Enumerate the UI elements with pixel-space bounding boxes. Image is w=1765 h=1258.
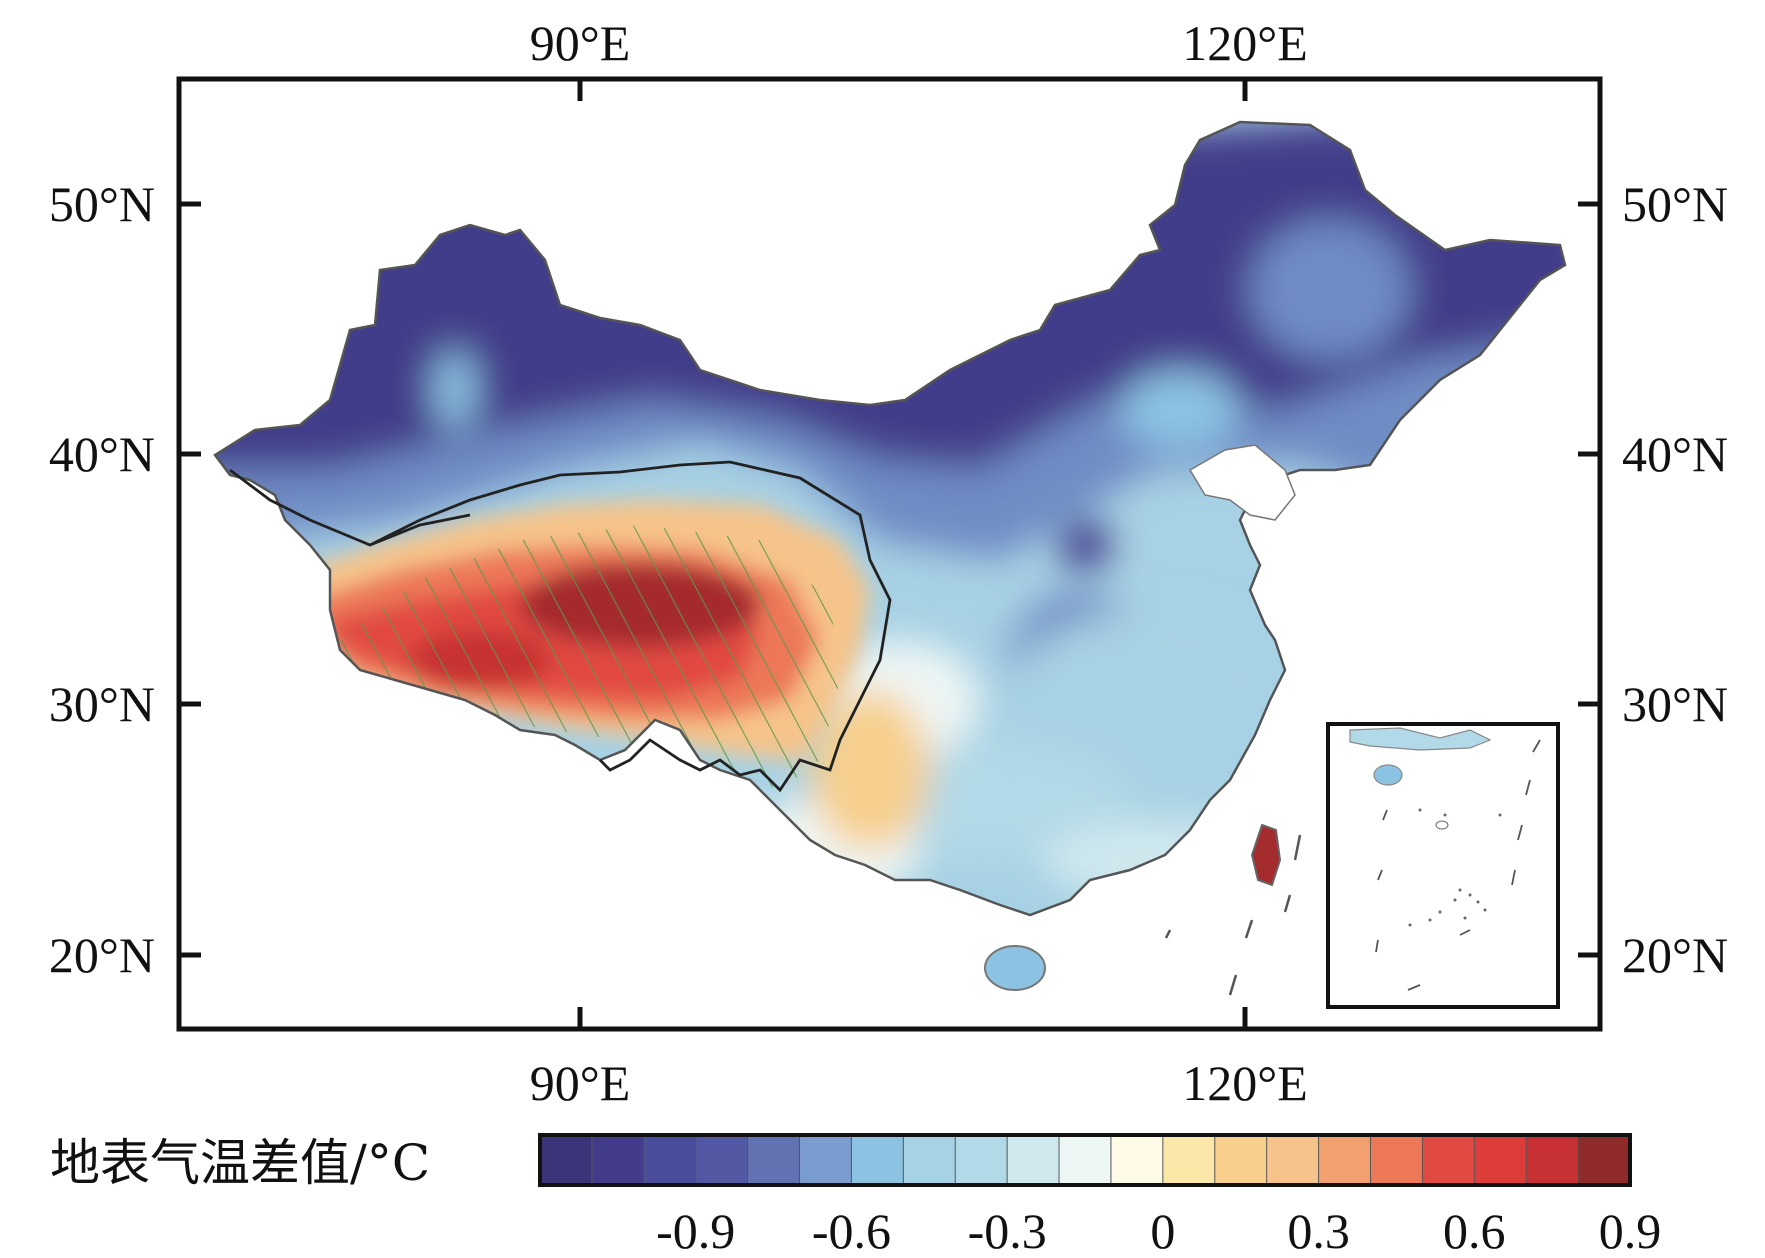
colorbar-cell (902, 1134, 957, 1186)
colorbar-label: -0.3 (968, 1203, 1047, 1258)
right-tick-label: 20°N (1622, 927, 1728, 983)
taiwan-island (1250, 823, 1282, 887)
left-tick-label: 40°N (49, 426, 155, 482)
colorbar-cell (1058, 1134, 1112, 1186)
left-tick-label: 30°N (49, 676, 155, 732)
colorbar-cell (695, 1134, 749, 1186)
colorbar-label: 0.9 (1599, 1203, 1662, 1258)
left-tick-label: 20°N (49, 927, 155, 983)
colorbar-cell (1162, 1134, 1216, 1186)
colorbar-cell (799, 1134, 853, 1186)
bottom-tick-label: 90°E (530, 1055, 631, 1111)
boundary-dashes (1164, 834, 1302, 996)
colorbar-label: -0.9 (656, 1203, 735, 1258)
top-tick-label: 120°E (1182, 15, 1308, 71)
bottom-tick-label: 120°E (1182, 1055, 1308, 1111)
colorbar-cell (1473, 1134, 1528, 1186)
colorbar-cell (1266, 1134, 1320, 1186)
colorbar-label: 0.3 (1287, 1203, 1350, 1258)
right-tick-label: 50°N (1622, 176, 1728, 232)
top-tick-label: 90°E (530, 15, 631, 71)
colorbar-cell (850, 1134, 905, 1186)
colorbar-cells (539, 1134, 1631, 1186)
axis-tick-labels: 90°E 120°E 90°E 120°E 50°N 40°N 30°N 20°N 50°N 40… (49, 15, 1728, 1111)
colorbar-labels: -0.9 -0.6 -0.3 0 0.3 0.6 0.9 (656, 1203, 1661, 1258)
colorbar: 地表气温差值/°C -0.9 -0.6 -0.3 0 0.3 0.6 0.9 (50, 1133, 1661, 1258)
colorbar-cell (643, 1134, 697, 1186)
colorbar-cell (1006, 1134, 1061, 1186)
colorbar-label: -0.6 (812, 1203, 891, 1258)
right-tick-label: 30°N (1622, 676, 1728, 732)
right-tick-label: 40°N (1622, 426, 1728, 482)
hainan-island (984, 945, 1046, 991)
south-china-sea-inset (1326, 722, 1560, 1009)
plateau-boundary (229, 460, 892, 793)
colorbar-label: 0.6 (1443, 1203, 1506, 1258)
colorbar-cell (1525, 1134, 1580, 1186)
colorbar-cell (591, 1134, 645, 1186)
bohai-sea (1188, 444, 1296, 521)
colorbar-cell (1214, 1134, 1268, 1186)
axis-ticks (179, 79, 1600, 1029)
colorbar-cell (1318, 1134, 1372, 1186)
left-tick-label: 50°N (49, 176, 155, 232)
significance-hatching (340, 525, 840, 790)
colorbar-cell (539, 1134, 593, 1186)
colorbar-cell (747, 1134, 801, 1186)
colorbar-title: 地表气温差值/°C (50, 1134, 430, 1192)
colorbar-cell (1369, 1134, 1424, 1186)
colorbar-cell (1110, 1134, 1164, 1186)
colorbar-cell (1577, 1134, 1631, 1186)
colorbar-cell (1421, 1134, 1476, 1186)
colorbar-label: 0 (1150, 1203, 1175, 1258)
colorbar-frame (538, 1133, 1632, 1187)
colorbar-cell (954, 1134, 1009, 1186)
